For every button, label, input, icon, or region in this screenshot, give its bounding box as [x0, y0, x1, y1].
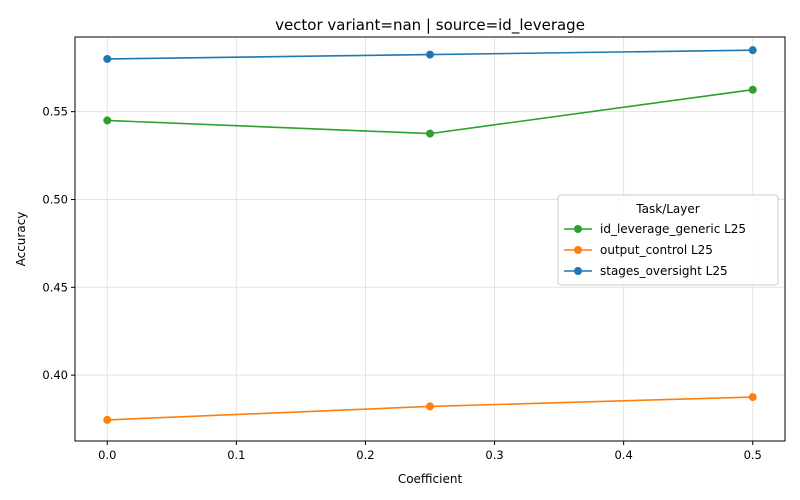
- data-point-0-2: [748, 85, 757, 94]
- legend-box: [557, 194, 779, 286]
- x-axis-label: Coefficient: [398, 472, 463, 486]
- legend-items: id_leverage_generic L25 output_control L2…: [564, 222, 746, 278]
- x-tick-label: 0.3: [485, 448, 503, 462]
- y-axis: 0.40 0.45 0.50 0.55: [42, 105, 75, 382]
- y-tick-label: 0.50: [42, 192, 68, 206]
- chart-title: vector variant=nan | source=id_leverage: [275, 16, 585, 35]
- data-point-1-2: [748, 393, 757, 402]
- data-point-2-1: [426, 50, 434, 59]
- x-axis: 0.0 0.1 0.2 0.3 0.4 0.5: [98, 441, 762, 462]
- x-tick-label: 0.1: [227, 448, 245, 462]
- legend-title: Task/Layer: [635, 202, 699, 216]
- data-point-0-1: [426, 129, 434, 138]
- data-point-2-2: [748, 46, 757, 55]
- legend-swatch-marker: [574, 267, 582, 275]
- y-tick-label: 0.55: [42, 105, 68, 119]
- x-tick-label: 0.2: [356, 448, 374, 462]
- legend-item-label: id_leverage_generic L25: [600, 222, 746, 236]
- data-point-0-0: [103, 116, 112, 125]
- legend-item-label: output_control L25: [600, 243, 713, 257]
- x-tick-label: 0.0: [98, 448, 116, 462]
- x-tick-label: 0.5: [744, 448, 762, 462]
- plot-frame: [74, 36, 786, 442]
- legend: Task/Layer id_leverage_generic L25 output…: [557, 194, 779, 286]
- legend-swatch-marker: [574, 246, 582, 254]
- legend-item-label: stages_oversight L25: [600, 264, 728, 278]
- series-group: [103, 46, 757, 424]
- y-axis-label: Accuracy: [14, 212, 28, 267]
- x-tick-label: 0.4: [614, 448, 632, 462]
- data-point-2-0: [103, 54, 112, 63]
- data-point-1-0: [103, 415, 112, 424]
- data-point-1-1: [426, 402, 434, 411]
- legend-swatch-marker: [574, 225, 582, 233]
- y-tick-label: 0.40: [42, 368, 68, 382]
- y-tick-label: 0.45: [42, 280, 68, 294]
